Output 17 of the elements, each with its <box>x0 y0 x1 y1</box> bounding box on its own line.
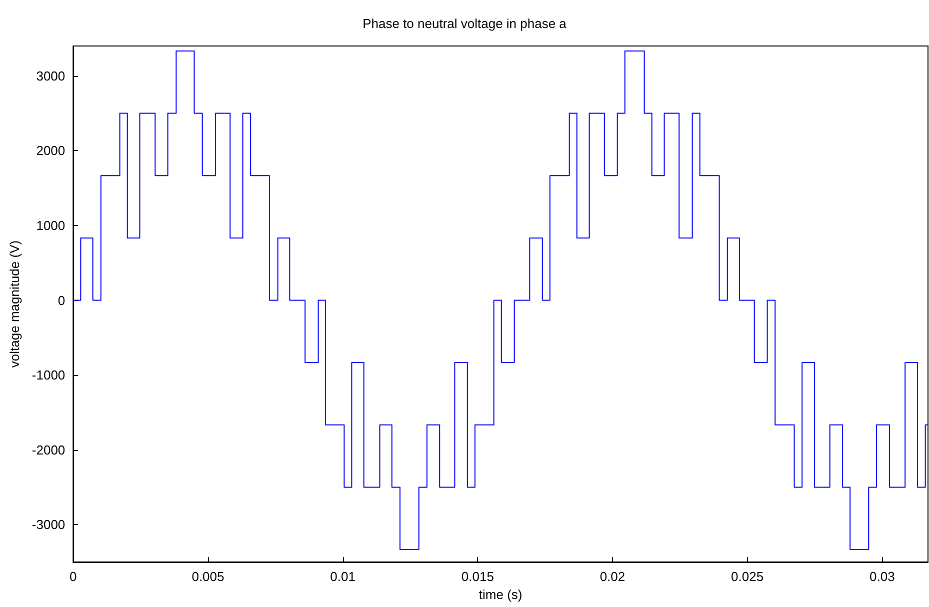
y-tick-label: -3000 <box>32 517 66 532</box>
y-tick-label: 0 <box>58 292 66 308</box>
y-tick-label: -1000 <box>32 368 66 383</box>
y-axis-title: voltage magnitude (V) <box>7 240 22 368</box>
x-tick-label: 0 <box>70 569 77 584</box>
x-tick-label: 0.03 <box>870 569 895 584</box>
x-tick-label: 0.025 <box>731 569 764 584</box>
x-axis-title: time (s) <box>478 586 522 602</box>
x-tick-label: 0.02 <box>600 569 626 584</box>
chart-title: Phase to neutral voltage in phase a <box>362 16 568 31</box>
y-tick-label: -2000 <box>32 442 66 458</box>
y-tick-label: 2000 <box>36 143 66 158</box>
y-tick-label: 1000 <box>36 218 66 233</box>
x-tick-label: 0.005 <box>192 569 224 584</box>
y-tick-label: 3000 <box>36 68 66 84</box>
x-tick-label: 0.015 <box>461 569 494 584</box>
x-tick-label: 0.01 <box>330 569 356 584</box>
